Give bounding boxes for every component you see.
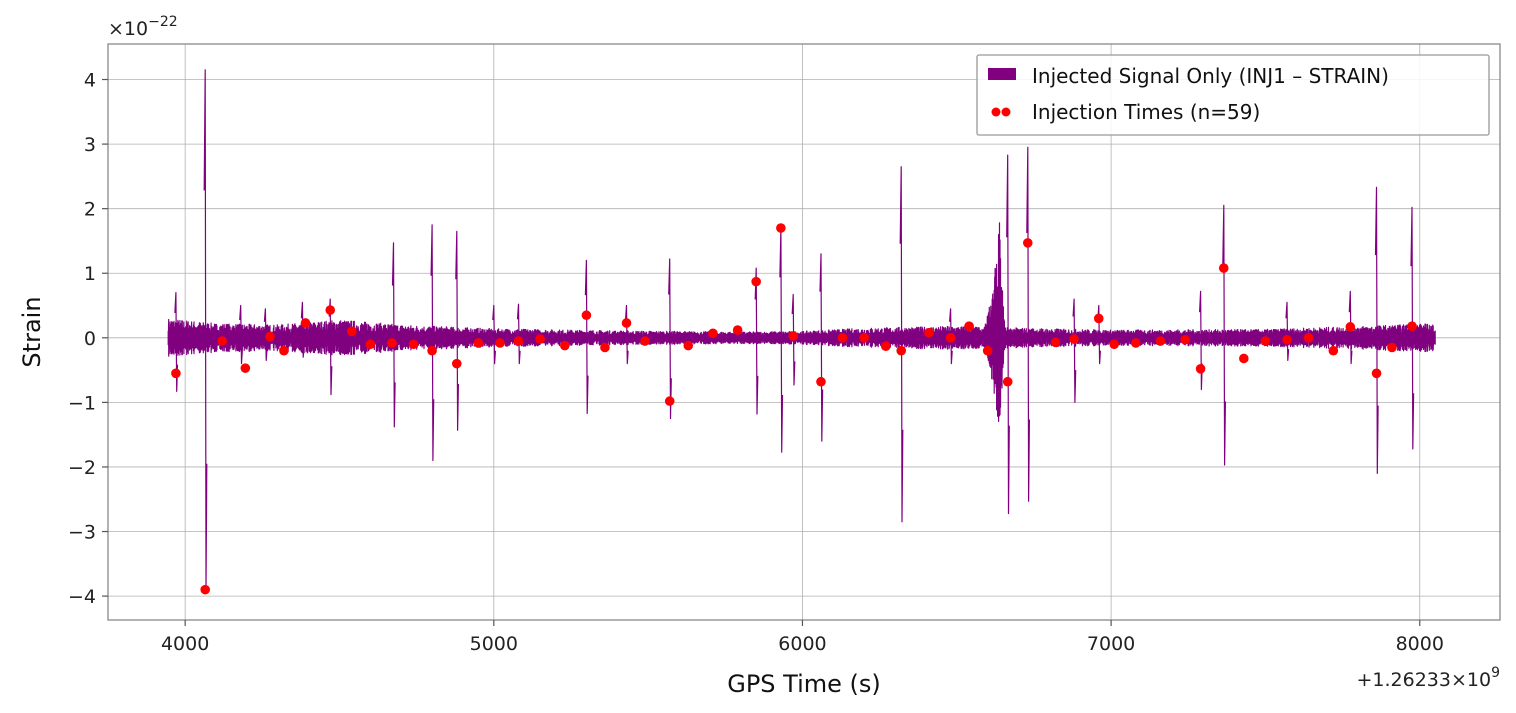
y-multiplier-exponent: −22: [148, 14, 178, 30]
injection-point: [708, 328, 718, 339]
injection-point: [200, 584, 211, 595]
injection-point: [427, 345, 437, 356]
x-tick-label: 4000: [161, 633, 209, 655]
injection-point: [751, 276, 761, 287]
injection-point: [347, 326, 357, 337]
plot-frame: [107, 43, 1501, 621]
injection-point: [816, 376, 826, 387]
x-axis-label: GPS Time (s): [727, 670, 881, 698]
x-axis-ticks: 4000 5000 6000 7000 8000: [161, 620, 1444, 655]
y-tick-label: −3: [68, 522, 96, 544]
y-tick-label: 0: [84, 328, 96, 350]
injection-point: [535, 334, 545, 344]
y-tick-label: −4: [68, 586, 96, 608]
injection-point: [559, 340, 570, 351]
injection-point: [896, 345, 907, 356]
injection-point: [408, 339, 419, 350]
injection-point: [732, 325, 743, 335]
injection-point: [1345, 322, 1356, 332]
injection-point: [1022, 238, 1033, 248]
injection-point: [1303, 333, 1314, 343]
y-tick-label: −2: [68, 457, 96, 479]
y-tick-label: 1: [84, 263, 96, 285]
legend-marker-injection-dot-b: [1001, 107, 1011, 117]
injection-point: [240, 363, 251, 373]
injection-point: [581, 310, 592, 321]
legend-label-signal: Injected Signal Only (INJ1 – STRAIN): [1032, 64, 1389, 88]
legend-frame: [976, 54, 1490, 136]
injection-point: [837, 333, 848, 343]
y-tick-label: 2: [84, 199, 96, 221]
injection-point: [387, 338, 397, 348]
injection-point: [621, 318, 632, 328]
injection-point: [1130, 338, 1141, 348]
injection-point: [1407, 321, 1417, 331]
series-layer: [167, 69, 1436, 595]
injection-point: [776, 223, 786, 233]
injection-point: [600, 342, 610, 353]
injection-point: [664, 396, 675, 406]
injection-point: [964, 321, 974, 331]
y-tick-label: 3: [84, 134, 96, 156]
x-tick-label: 6000: [778, 633, 826, 655]
injection-point: [1239, 353, 1249, 364]
injection-point: [1218, 263, 1229, 273]
injection-point: [1371, 368, 1382, 379]
x-offset-label: +1.26233×109: [1356, 665, 1500, 691]
injection-point: [473, 338, 484, 348]
injection-point: [1002, 376, 1013, 387]
y-axis-label: Strain: [18, 296, 46, 367]
injection-point: [982, 345, 993, 356]
injection-point: [279, 345, 289, 356]
injection-point: [1195, 364, 1206, 374]
legend-swatch-signal: [988, 68, 1016, 80]
injection-point: [265, 331, 275, 342]
injection-point: [325, 305, 336, 315]
injection-point: [859, 333, 869, 343]
injection-point: [451, 358, 462, 369]
x-offset-exponent: 9: [1491, 665, 1500, 681]
injection-point: [1328, 345, 1339, 356]
x-tick-label: 7000: [1087, 633, 1135, 655]
x-tick-label: 5000: [470, 633, 518, 655]
injection-point: [1155, 336, 1166, 346]
injection-point: [1180, 334, 1190, 345]
injection-point: [945, 333, 956, 343]
injection-point: [1109, 339, 1119, 350]
y-multiplier-label: ×10−22: [108, 14, 178, 40]
injection-point: [1050, 337, 1061, 348]
injection-point: [788, 331, 798, 341]
legend: Injected Signal Only (INJ1 – STRAIN) Inj…: [976, 54, 1490, 136]
legend-label-injections: Injection Times (n=59): [1032, 100, 1260, 124]
injection-point: [924, 327, 934, 338]
injection-point: [880, 341, 891, 352]
x-tick-label: 8000: [1396, 633, 1444, 655]
injection-point: [640, 336, 650, 346]
injection-point: [495, 338, 505, 348]
injection-point: [171, 368, 181, 379]
injection-point: [1282, 334, 1292, 345]
injection-point: [365, 339, 376, 350]
y-axis-ticks: −4 −3 −2 −1 0 1 2 3 4: [68, 70, 108, 608]
y-tick-label: 4: [84, 70, 96, 92]
injection-point: [683, 340, 694, 351]
injection-point: [1093, 313, 1104, 324]
legend-marker-injection-dot-a: [991, 107, 1001, 117]
series-injection-times: [171, 223, 1417, 595]
injection-point: [1260, 336, 1271, 346]
injection-point: [217, 336, 227, 346]
injection-point: [1387, 342, 1397, 353]
injection-point: [300, 318, 311, 328]
injection-point: [513, 336, 524, 346]
y-tick-label: −1: [68, 392, 96, 414]
injection-point: [1069, 334, 1079, 344]
